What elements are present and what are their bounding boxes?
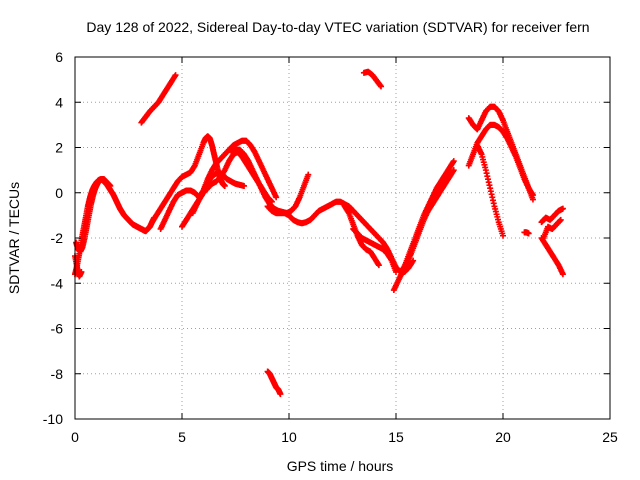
data-point bbox=[559, 205, 566, 212]
y-tick-label: -10 bbox=[43, 411, 63, 427]
y-tick-label: -8 bbox=[51, 366, 64, 382]
series-track-20 bbox=[538, 205, 566, 226]
data-point bbox=[450, 158, 457, 165]
x-tick-label: 20 bbox=[495, 429, 511, 445]
data-point bbox=[450, 167, 457, 174]
series-track-23 bbox=[264, 368, 284, 398]
series-track-19 bbox=[521, 229, 532, 237]
data-point bbox=[500, 232, 506, 239]
y-tick-label: 0 bbox=[55, 185, 63, 201]
data-point bbox=[241, 182, 248, 189]
chart-title: Day 128 of 2022, Sidereal Day-to-day VTE… bbox=[86, 19, 589, 35]
y-tick-label: 6 bbox=[55, 49, 63, 65]
x-tick-label: 15 bbox=[388, 429, 404, 445]
data-point bbox=[525, 230, 532, 237]
x-tick-label: 25 bbox=[602, 429, 618, 445]
data-point bbox=[273, 194, 280, 201]
data-point bbox=[557, 216, 564, 223]
y-tick-label: 2 bbox=[55, 140, 63, 156]
x-axis-label: GPS time / hours bbox=[287, 458, 394, 474]
y-tick-label: 4 bbox=[55, 94, 63, 110]
series-track-13 bbox=[360, 68, 385, 90]
y-axis-label: SDTVAR / TECUs bbox=[6, 182, 22, 294]
series-track-18 bbox=[474, 142, 506, 239]
data-point bbox=[277, 391, 284, 398]
x-tick-labels: 0 5 10 15 20 25 bbox=[71, 429, 618, 445]
y-tick-label: -4 bbox=[51, 275, 64, 291]
x-tick-label: 5 bbox=[178, 429, 186, 445]
series-track-15 bbox=[399, 167, 457, 273]
data-point bbox=[221, 182, 228, 189]
data-point bbox=[78, 268, 85, 275]
axis-ticks bbox=[74, 56, 611, 420]
x-tick-label: 0 bbox=[71, 429, 79, 445]
data-point bbox=[378, 83, 385, 90]
y-tick-label: -2 bbox=[51, 230, 64, 246]
y-tick-labels: -10 -8 -6 -4 -2 0 2 4 6 bbox=[43, 49, 63, 427]
series-track-22 bbox=[540, 216, 564, 241]
data-point bbox=[375, 262, 382, 269]
series-track-4 bbox=[138, 72, 179, 126]
y-tick-label: -6 bbox=[51, 321, 64, 337]
series-track-17 bbox=[465, 121, 536, 199]
series-track-12 bbox=[350, 225, 399, 275]
series-track-16 bbox=[465, 103, 536, 203]
data-point bbox=[305, 171, 312, 178]
series-track-8 bbox=[189, 169, 248, 217]
data-point bbox=[393, 268, 399, 275]
series-track-2 bbox=[73, 176, 114, 255]
x-tick-label: 10 bbox=[281, 429, 297, 445]
series-track-21 bbox=[538, 235, 566, 278]
data-points bbox=[72, 68, 566, 398]
series-track-10 bbox=[264, 198, 417, 275]
data-point bbox=[107, 182, 114, 189]
data-point bbox=[172, 72, 179, 79]
data-point bbox=[559, 271, 566, 278]
data-point bbox=[529, 192, 536, 199]
